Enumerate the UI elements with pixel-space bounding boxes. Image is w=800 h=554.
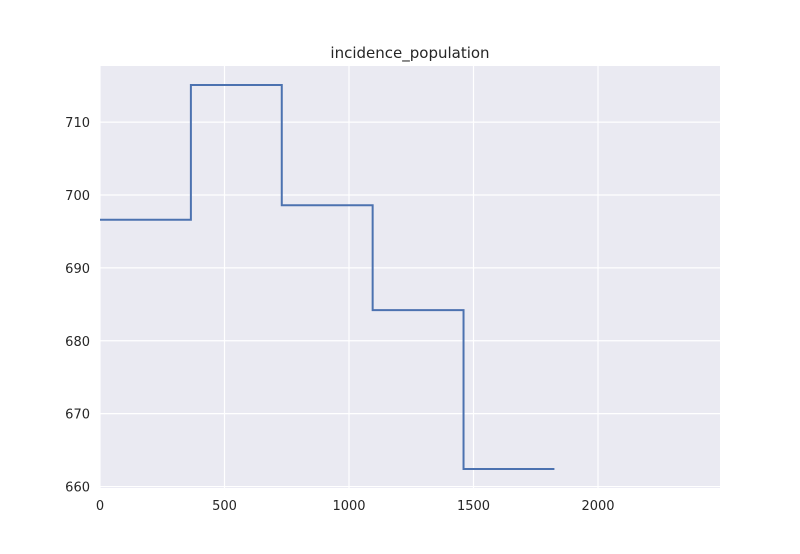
y-tick-label: 700 bbox=[65, 189, 90, 204]
plot-area bbox=[100, 66, 720, 488]
y-tick-label: 690 bbox=[65, 262, 90, 277]
y-tick-label: 670 bbox=[65, 408, 90, 423]
x-tick-label: 2000 bbox=[581, 499, 614, 514]
x-gridlines bbox=[99, 66, 599, 488]
x-tick-label: 1000 bbox=[332, 499, 365, 514]
series-step-line bbox=[100, 83, 555, 471]
x-tick-labels: 0 500 1000 1500 2000 bbox=[96, 499, 615, 514]
y-gridlines bbox=[100, 121, 720, 488]
series-layer bbox=[100, 83, 555, 471]
y-tick-label: 710 bbox=[65, 116, 90, 131]
y-tick-label: 680 bbox=[65, 335, 90, 350]
chart-title: incidence_population bbox=[330, 44, 489, 63]
y-tick-labels: 660 670 680 690 700 710 bbox=[65, 116, 90, 495]
x-tick-label: 1500 bbox=[457, 499, 490, 514]
x-tick-label: 0 bbox=[96, 499, 104, 514]
y-tick-label: 660 bbox=[65, 481, 90, 496]
x-tick-label: 500 bbox=[212, 499, 237, 514]
